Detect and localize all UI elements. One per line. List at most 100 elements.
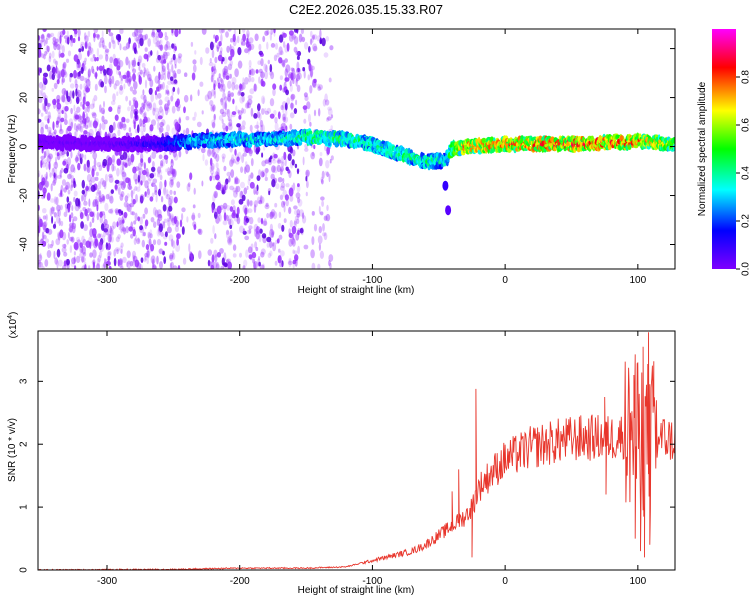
noise-mark <box>126 250 131 259</box>
noise-mark <box>277 111 281 120</box>
noise-mark <box>151 192 155 198</box>
noise-mark <box>290 67 294 72</box>
noise-mark <box>209 41 214 51</box>
noise-mark <box>67 97 71 102</box>
noise-mark <box>47 152 51 159</box>
noise-mark <box>44 95 48 103</box>
noise-mark <box>146 250 150 259</box>
noise-mark <box>157 172 160 178</box>
noise-mark <box>51 167 55 177</box>
noise-mark <box>38 222 43 228</box>
noise-mark <box>144 191 147 197</box>
noise-mark <box>275 42 278 50</box>
noise-mark <box>282 41 286 48</box>
noise-mark <box>284 109 288 117</box>
noise-mark <box>154 190 158 196</box>
noise-mark <box>87 30 91 38</box>
noise-mark <box>258 256 261 261</box>
noise-mark <box>81 189 86 195</box>
noise-mark <box>226 93 232 102</box>
noise-mark <box>296 184 301 193</box>
noise-mark <box>223 165 227 172</box>
noise-mark <box>213 249 218 258</box>
noise-mark <box>318 84 323 90</box>
noise-mark <box>116 167 120 177</box>
noise-mark <box>177 56 182 64</box>
noise-mark <box>150 217 155 223</box>
noise-mark <box>146 188 151 196</box>
snr-y-scale-base: (x10 <box>8 318 19 338</box>
noise-mark <box>304 147 309 152</box>
noise-mark <box>326 146 331 155</box>
noise-mark <box>87 50 90 57</box>
ridge-mark <box>672 144 675 151</box>
noise-mark <box>183 94 189 103</box>
noise-mark <box>256 226 259 234</box>
noise-mark <box>77 36 81 42</box>
noise-mark <box>305 171 309 179</box>
noise-mark <box>157 110 162 115</box>
noise-mark <box>149 233 153 239</box>
noise-mark <box>68 118 74 128</box>
noise-mark <box>92 233 97 239</box>
noise-mark <box>108 131 111 136</box>
noise-mark <box>264 159 269 165</box>
noise-mark <box>114 208 120 214</box>
noise-mark <box>76 89 82 98</box>
y-tick-label: 3 <box>19 378 30 384</box>
noise-mark <box>212 148 217 155</box>
noise-mark <box>250 107 254 117</box>
noise-mark <box>289 112 295 119</box>
noise-mark <box>119 224 125 233</box>
noise-mark <box>317 263 321 269</box>
noise-mark <box>53 161 59 169</box>
noise-mark <box>157 115 163 120</box>
noise-mark <box>152 107 156 116</box>
noise-mark <box>115 209 119 216</box>
noise-mark <box>227 63 233 71</box>
noise-mark <box>52 180 56 186</box>
noise-mark <box>168 45 172 51</box>
noise-mark <box>74 157 80 162</box>
noise-mark <box>109 234 112 243</box>
noise-mark <box>326 116 332 121</box>
noise-mark <box>216 77 220 85</box>
noise-mark <box>269 98 275 107</box>
noise-mark <box>61 110 64 114</box>
noise-mark <box>254 124 260 129</box>
noise-mark <box>162 81 165 90</box>
noise-mark <box>53 82 58 90</box>
noise-mark <box>205 47 210 54</box>
noise-mark <box>133 220 137 225</box>
noise-mark <box>229 224 233 229</box>
noise-mark <box>282 32 287 38</box>
noise-mark <box>149 79 154 88</box>
noise-mark <box>280 161 285 168</box>
noise-mark <box>159 174 163 181</box>
noise-mark <box>229 159 234 167</box>
noise-mark <box>319 29 322 39</box>
noise-mark <box>261 95 266 104</box>
noise-mark <box>237 151 242 161</box>
noise-mark <box>81 194 84 202</box>
noise-mark <box>241 82 246 90</box>
noise-mark <box>65 185 69 190</box>
noise-mark <box>55 238 61 246</box>
noise-mark <box>291 34 296 40</box>
noise-mark <box>155 36 159 42</box>
noise-mark <box>221 185 226 194</box>
noise-mark <box>290 102 293 111</box>
noise-mark <box>160 196 164 203</box>
noise-mark <box>70 212 74 219</box>
noise-mark <box>254 200 258 208</box>
noise-mark <box>41 231 45 240</box>
noise-mark <box>213 63 216 72</box>
noise-mark <box>46 250 52 258</box>
noise-mark <box>269 250 273 257</box>
noise-mark <box>260 50 263 57</box>
noise-mark <box>303 70 306 79</box>
noise-mark <box>155 42 158 48</box>
noise-mark <box>151 172 157 177</box>
noise-mark <box>110 236 114 243</box>
noise-mark <box>164 44 169 51</box>
